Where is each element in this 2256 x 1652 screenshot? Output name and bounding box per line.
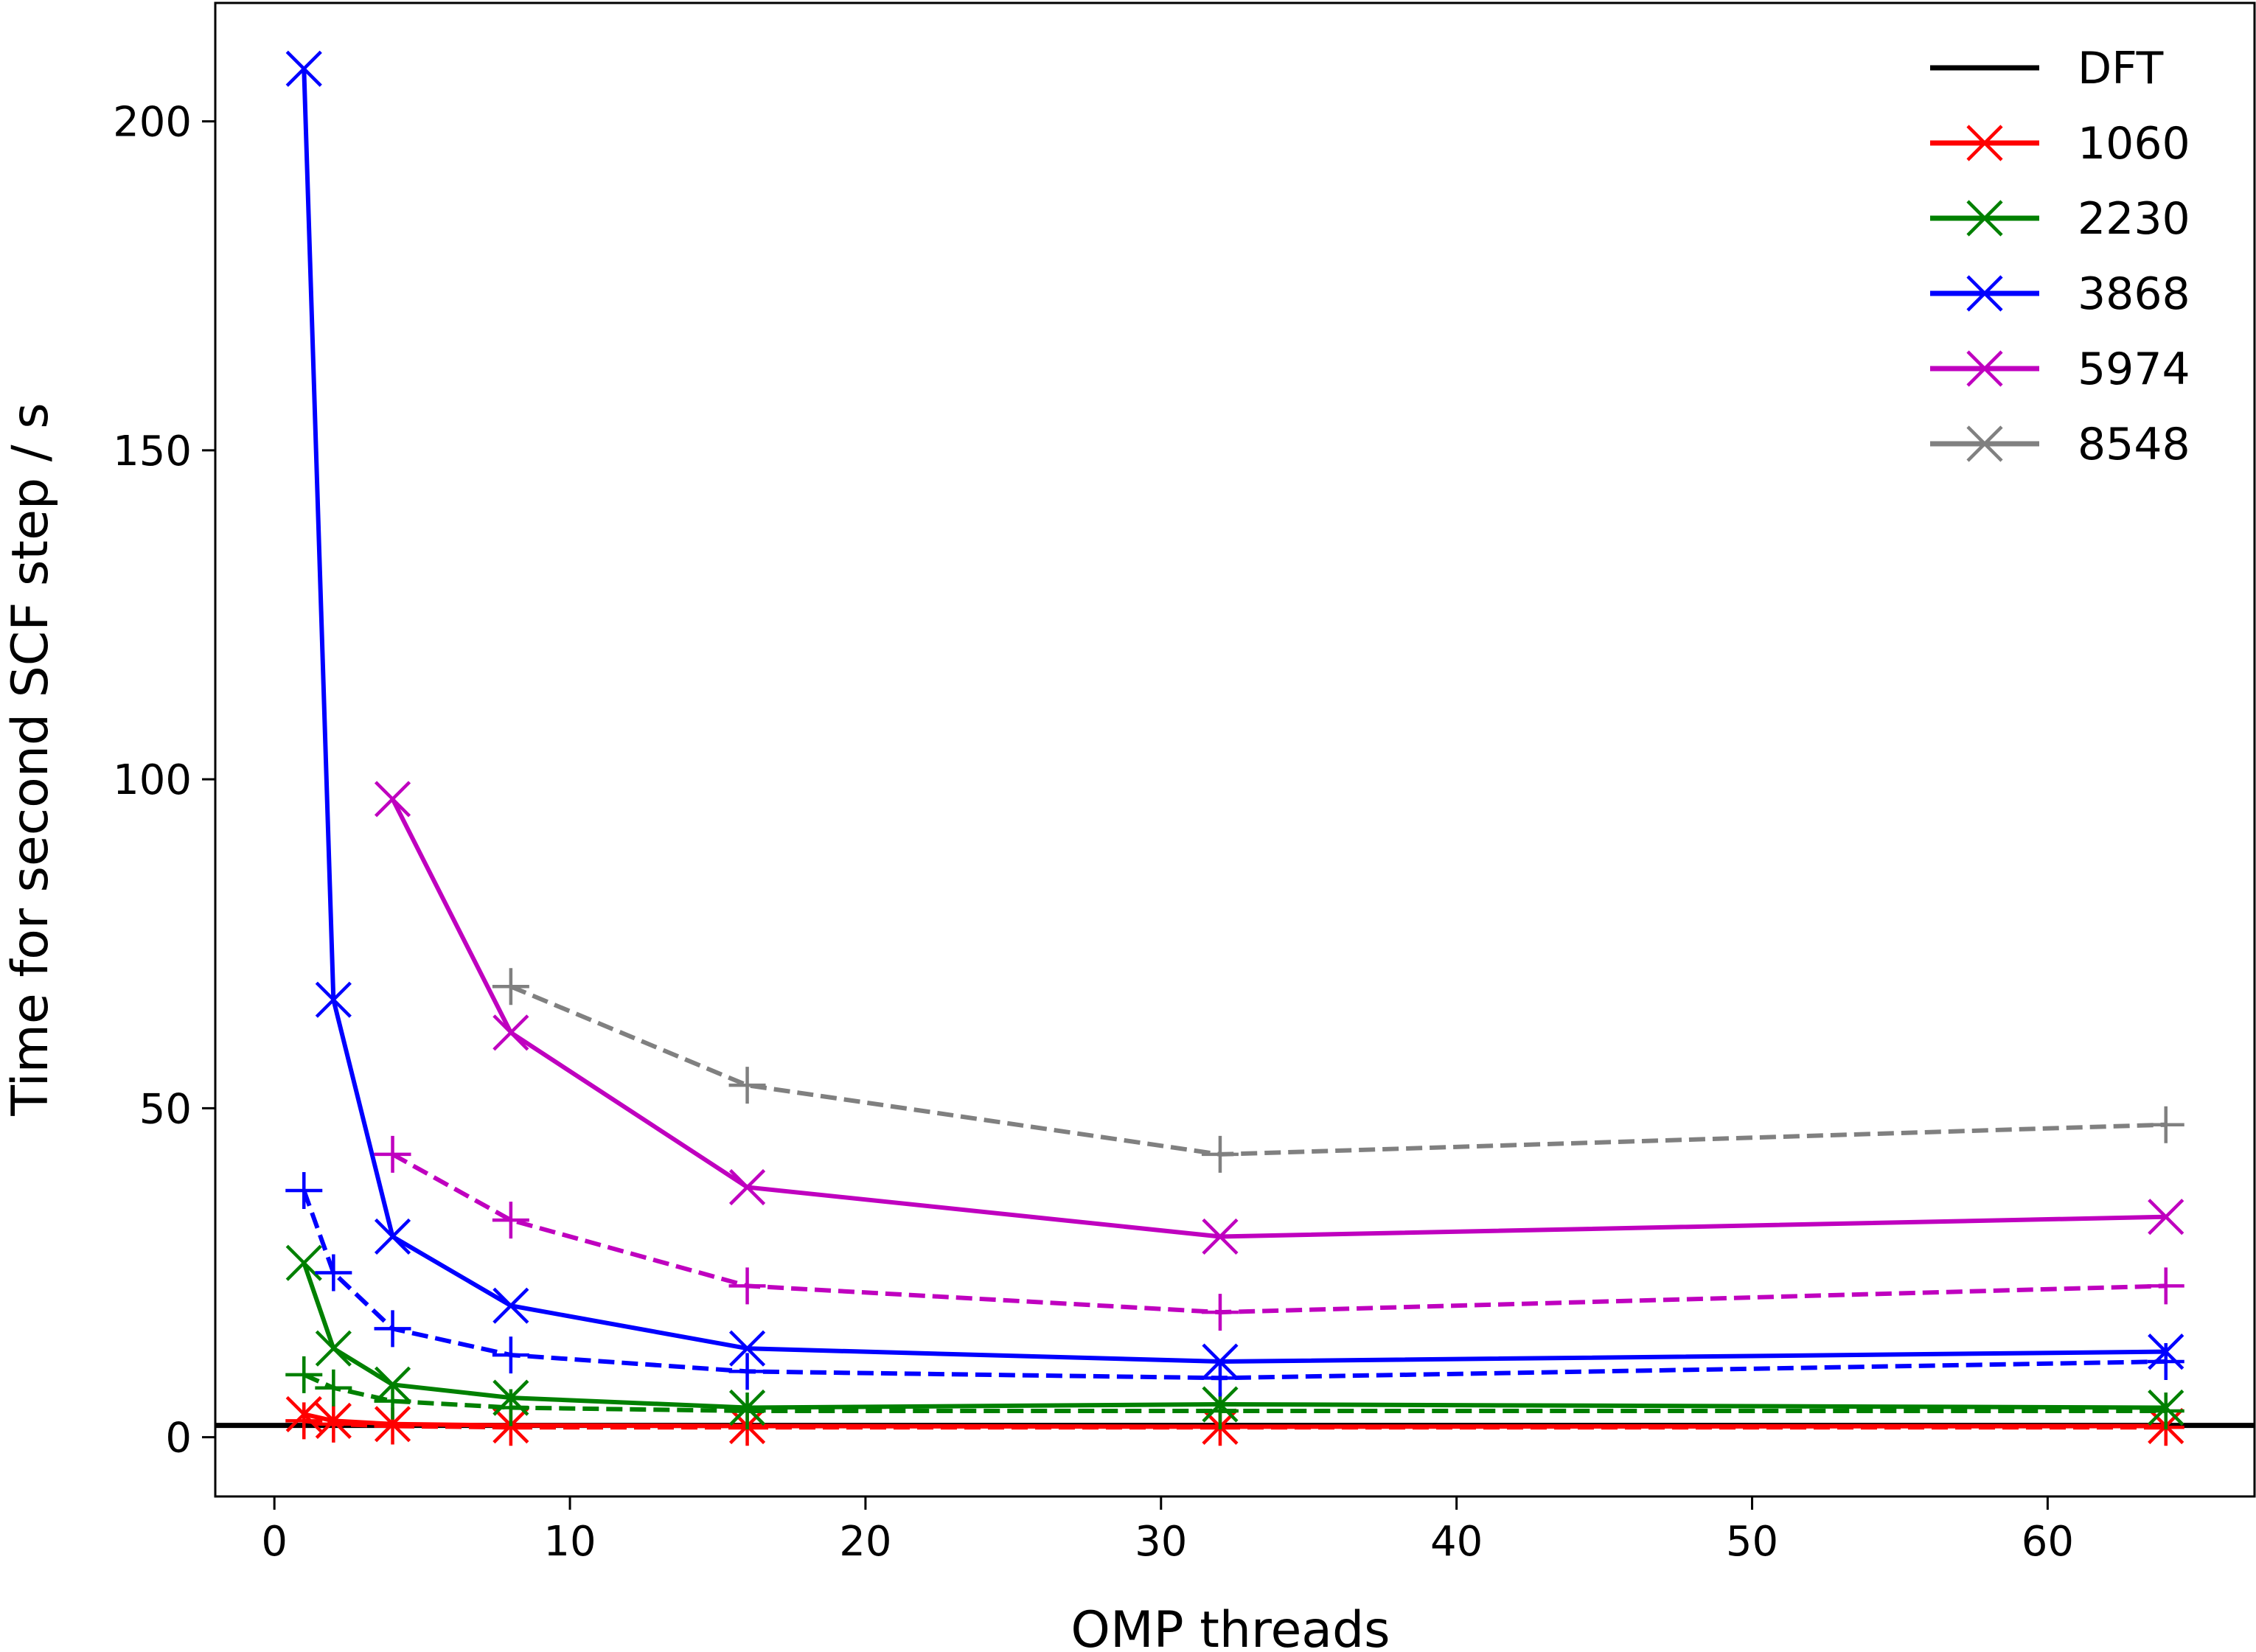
y-tick-label: 200 [113,99,192,147]
data-point-3868-dashed [374,1310,411,1348]
data-point-3868-solid [285,50,322,87]
data-point-3868-solid [492,1287,529,1324]
legend-label: 1060 [2078,118,2190,170]
data-point-8548-dashed [2147,1106,2184,1143]
series-line-5974-solid [390,798,2166,1239]
legend-marker [1966,200,2003,237]
data-point-5974-solid [374,781,411,818]
data-point-3868-dashed [492,1336,529,1374]
legend: DFT 1060 2230 3868 5974 8548 [1930,43,2190,470]
x-tick-label: 50 [1726,1518,1778,1566]
data-point-3868-solid [728,1330,766,1367]
data-point-2230-dashed [374,1382,411,1420]
legend-label: DFT [2078,43,2164,94]
series-line-3868-dashed [302,1189,2166,1381]
data-point-2230-dashed [1201,1392,1239,1429]
x-tick-label: 10 [543,1518,596,1566]
data-point-3868-solid [315,981,352,1018]
data-point-3868-dashed [315,1254,352,1292]
data-point-3868-solid [374,1218,411,1255]
plot-frame [214,1,2256,1498]
y-tick-label: 100 [113,756,192,804]
y-tick-label: 50 [139,1085,192,1133]
data-point-8548-dashed [492,968,529,1006]
data-point-8548-dashed [728,1067,766,1104]
data-point-5974-solid [1202,1218,1239,1255]
legend-entry-8548: 8548 [1930,419,2190,470]
data-point-8548-dashed [1201,1135,1239,1173]
y-axis-label: Time for second SCF step / s [1,402,60,1116]
legend-entry-1060: 1060 [1930,118,2190,170]
data-point-2230-solid [315,1330,352,1367]
axes: 0 10 20 30 40 50 60 0 50 100 150 200 [113,1,2256,1566]
legend-marker [1966,425,2003,462]
x-tick-label: 30 [1135,1518,1187,1566]
series-line-3868-solid [302,69,2166,1364]
data-point-5974-dashed [374,1135,411,1173]
data-point-2230-dashed [2147,1392,2184,1429]
legend-label: 2230 [2078,193,2190,245]
legend-entry-3868: 3868 [1930,268,2190,320]
legend-label: 5974 [2078,344,2190,395]
data-point-3868-dashed [285,1171,323,1209]
data-point-2230-dashed [492,1389,529,1426]
data-point-5974-solid [492,1014,529,1051]
data-point-2230-dashed [285,1356,323,1393]
legend-entry-DFT: DFT [1930,43,2164,94]
data-point-3868-dashed [728,1353,766,1390]
x-axis-label: OMP threads [1070,1601,1390,1652]
legend-entry-2230: 2230 [1930,193,2190,245]
y-tick-label: 150 [113,428,192,475]
x-tick-label: 20 [839,1518,891,1566]
data-point-5974-solid [728,1168,766,1206]
x-tick-label: 40 [1430,1518,1483,1566]
legend-label: 3868 [2078,268,2190,320]
data-point-2230-solid [285,1244,322,1281]
data-point-3868-dashed [1201,1359,1239,1397]
plot-clip-group [215,50,2255,1446]
x-tick-label: 0 [261,1518,288,1566]
y-tick-label: 0 [165,1415,192,1463]
legend-marker [1966,125,2003,161]
legend-label: 8548 [2078,419,2190,470]
data-point-1060-dashed [315,1405,352,1443]
data-point-3868-dashed [2147,1343,2184,1381]
legend-marker [1966,350,2003,387]
legend-marker [1966,275,2003,312]
data-point-2230-dashed [315,1369,352,1407]
data-point-5974-solid [2148,1199,2184,1235]
legend-entry-5974: 5974 [1930,344,2190,395]
data-point-5974-dashed [2147,1267,2184,1305]
series-line-2230-solid [302,1262,2166,1410]
data-point-5974-dashed [1201,1294,1239,1331]
x-tick-label: 60 [2022,1518,2074,1566]
data-point-2230-dashed [728,1392,766,1429]
plot-area [215,50,2255,1446]
data-point-1060-dashed [285,1402,323,1440]
data-point-5974-dashed [492,1202,529,1239]
series-line-8548-dashed [509,984,2166,1157]
data-point-5974-dashed [728,1267,766,1305]
